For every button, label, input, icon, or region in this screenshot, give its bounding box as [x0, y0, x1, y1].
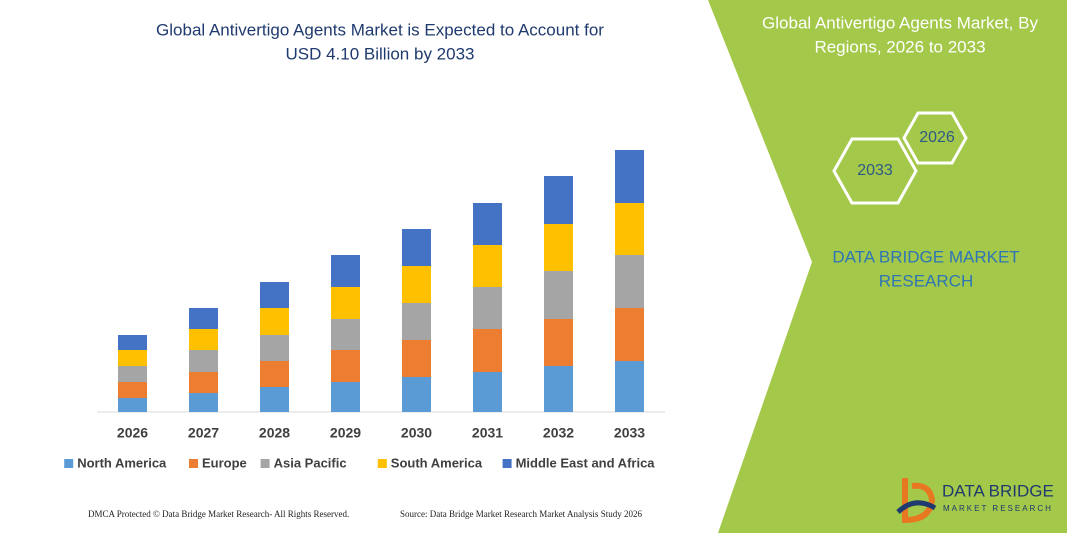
panel-title: Regions, 2026 to 2033: [814, 37, 985, 56]
bar-segment: [260, 308, 289, 335]
bar-segment: [615, 308, 644, 361]
hexagon: [832, 137, 918, 205]
bar-segment: [544, 176, 573, 224]
bar-segment: [402, 229, 431, 266]
bar-segment: [615, 361, 644, 412]
x-tick-label: 2029: [330, 425, 361, 441]
bar-segment: [402, 340, 431, 377]
logo-name: DATA BRIDGE: [942, 481, 1054, 500]
bar-segment: [260, 335, 289, 361]
footer-text: Source: Data Bridge Market Research Mark…: [400, 509, 642, 519]
bar-segment: [615, 255, 644, 308]
bar-segment: [473, 372, 502, 412]
legend-swatch: [189, 459, 198, 468]
bar-segment: [402, 377, 431, 412]
x-tick-label: 2033: [614, 425, 645, 441]
bar-segment: [189, 393, 218, 412]
bar-segment: [544, 366, 573, 412]
bar-segment: [473, 245, 502, 287]
x-tick-label: 2032: [543, 425, 574, 441]
legend-label: South America: [391, 455, 483, 470]
bar-segment: [544, 224, 573, 271]
bar-segment: [118, 350, 147, 366]
legend-swatch: [64, 459, 74, 468]
bar-segment: [331, 255, 360, 287]
legend-label: Asia Pacific: [274, 455, 347, 470]
bar-segment: [189, 372, 218, 393]
chart-title: Global Antivertigo Agents Market is Expe…: [156, 20, 604, 39]
legend-swatch: [260, 459, 270, 468]
bar-segment: [331, 319, 360, 350]
panel-title: Global Antivertigo Agents Market, By: [762, 13, 1038, 32]
bar-segment: [402, 303, 431, 340]
bar-segment: [118, 398, 147, 412]
x-tick-label: 2030: [401, 425, 432, 441]
bar-segment: [473, 287, 502, 329]
x-tick-label: 2028: [259, 425, 290, 441]
x-tick-label: 2031: [472, 425, 503, 441]
logo: DATA BRIDGE MARKET RESEARCH: [896, 478, 1054, 524]
bar-segment: [118, 335, 147, 350]
bar-segment: [331, 350, 360, 382]
legend-label: Europe: [202, 455, 247, 470]
footer-text: DMCA Protected © Data Bridge Market Rese…: [88, 509, 349, 519]
bar-segment: [189, 350, 218, 372]
bar-segment: [118, 366, 147, 382]
bar-segment: [473, 203, 502, 245]
brand-text: DATA BRIDGE MARKET: [832, 247, 1019, 266]
brand-text: RESEARCH: [879, 271, 973, 290]
bar-segment: [473, 329, 502, 372]
bar-segment: [402, 266, 431, 303]
legend-swatch: [502, 459, 512, 468]
bar-segment: [331, 382, 360, 412]
side-panel: [708, 0, 1067, 533]
legend-label: North America: [77, 455, 167, 470]
logo-tagline: MARKET RESEARCH: [943, 504, 1053, 513]
hexagon-label: 2026: [919, 129, 955, 146]
bar-segment: [260, 282, 289, 308]
logo-mark: [902, 478, 936, 524]
bar-segment: [615, 203, 644, 255]
bar-segment: [260, 361, 289, 387]
hexagon: [902, 111, 968, 165]
x-tick-label: 2027: [188, 425, 219, 441]
bar-segment: [331, 287, 360, 319]
legend-swatch: [377, 459, 387, 468]
hexagon-label: 2033: [857, 162, 893, 179]
x-tick-label: 2026: [117, 425, 148, 441]
chart-title: USD 4.10 Billion by 2033: [285, 44, 474, 63]
bar-segment: [544, 319, 573, 366]
bar-segment: [189, 329, 218, 350]
logo-mark: [896, 500, 937, 514]
bar-segment: [118, 382, 147, 398]
bar-segment: [544, 271, 573, 319]
bar-segment: [615, 150, 644, 203]
bar-segment: [260, 387, 289, 412]
legend-label: Middle East and Africa: [516, 455, 656, 470]
bar-segment: [189, 308, 218, 329]
